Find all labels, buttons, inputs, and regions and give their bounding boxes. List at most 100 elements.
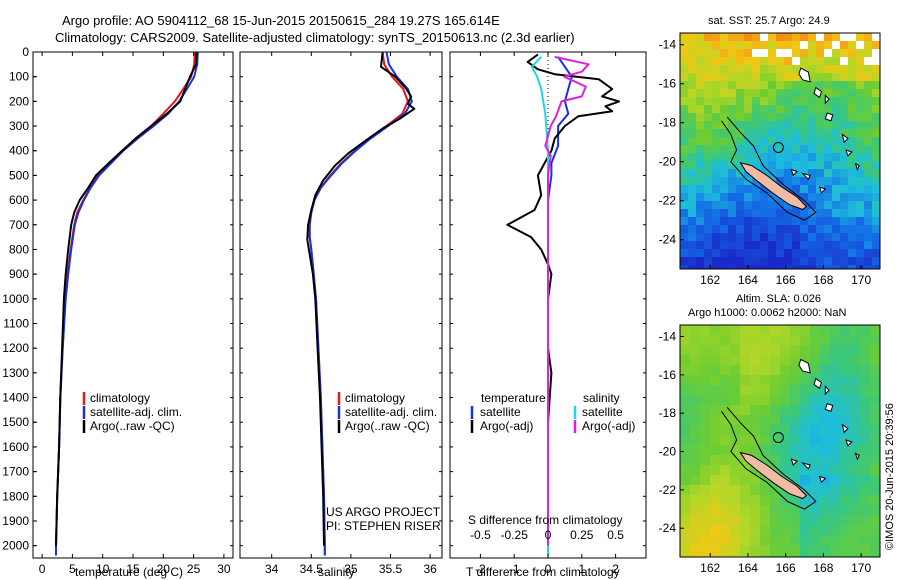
map-cell [752, 217, 761, 226]
map-cell [710, 445, 721, 456]
map-cell [680, 121, 689, 130]
map-cell [830, 495, 841, 506]
map-cell [710, 345, 721, 356]
map-cell [730, 465, 741, 476]
map-cell [872, 89, 880, 98]
map-cell [800, 209, 809, 218]
map-cell [704, 105, 713, 114]
s-difference-label: S difference from climatology [468, 513, 623, 527]
map-cell [840, 375, 851, 386]
map-cell [720, 355, 731, 366]
map-cell [712, 241, 721, 250]
map-cell [840, 525, 851, 536]
map-cell [680, 137, 689, 146]
map-x-tick-label: 162 [700, 273, 720, 287]
sla-map-title-line2: Argo h1000: 0.0062 h2000: NaN [688, 307, 846, 319]
map-cell [850, 535, 861, 546]
legend-label-t-argo: Argo(-adj) [480, 419, 533, 433]
reef-outline [721, 407, 817, 510]
map-cell [760, 525, 771, 536]
legend-label-s-satellite: satellite [582, 405, 623, 419]
map-cell [760, 33, 768, 41]
map-cell [848, 49, 857, 58]
map-cell [860, 425, 871, 436]
map-cell [830, 355, 841, 366]
map-cell [872, 185, 880, 194]
land-island [841, 423, 849, 434]
map-cell [752, 153, 761, 162]
map-cell [744, 97, 753, 106]
map-cell [810, 425, 821, 436]
map-cell [856, 89, 865, 98]
map-cell [712, 41, 721, 50]
map-cell [784, 89, 793, 98]
map-cell [680, 475, 691, 486]
map-cell [768, 169, 777, 178]
map-cell [800, 193, 809, 202]
map-cell [792, 249, 801, 258]
map-cell [800, 495, 811, 506]
map-cell [810, 325, 821, 336]
depth-tick-label: 700 [9, 218, 29, 232]
map-cell [792, 265, 801, 269]
map-cell [750, 475, 761, 486]
map-cell [736, 177, 745, 186]
map-cell [688, 137, 697, 146]
map-cell [700, 545, 711, 556]
x-tick-label: 0 [39, 562, 46, 576]
map-cell [768, 81, 777, 90]
map-cell [680, 225, 689, 234]
salinity-chart [306, 52, 416, 556]
map-cell [752, 193, 761, 202]
map-cell [840, 169, 849, 178]
map-cell [768, 145, 777, 154]
map-cell [760, 395, 771, 406]
map-cell [730, 405, 741, 416]
map-cell [820, 495, 831, 506]
map-cell [688, 233, 697, 242]
map-cell [840, 355, 851, 366]
map-cell [680, 241, 689, 250]
map-cell [736, 137, 745, 146]
map-cell [688, 161, 697, 170]
map-cell [776, 121, 785, 130]
map-cell [704, 185, 713, 194]
map-cell [768, 233, 777, 242]
map-cell [870, 515, 880, 526]
map-cell [730, 555, 741, 557]
map-cell [770, 405, 781, 416]
map-cell [680, 405, 691, 416]
depth-tick-label: 1500 [2, 415, 29, 429]
map-cell [760, 73, 769, 82]
map-cell [768, 161, 777, 170]
map-cell [856, 145, 865, 154]
map-cell [712, 145, 721, 154]
map-cell [790, 385, 801, 396]
map-cell [870, 385, 880, 396]
map-cell [720, 465, 731, 476]
map-cell [790, 515, 801, 526]
map-cell [808, 73, 817, 82]
map-cell [872, 169, 880, 178]
map-cell [848, 169, 857, 178]
map-cell [720, 495, 731, 506]
map-cell [736, 193, 745, 202]
map-cell [680, 113, 689, 122]
map-cell [720, 33, 729, 42]
map-cell [816, 137, 825, 146]
map-cell [710, 335, 721, 346]
map-cell [848, 153, 857, 162]
map-cell [680, 169, 689, 178]
map-cell [792, 81, 801, 90]
map-cell [728, 41, 737, 50]
map-cell [680, 161, 689, 170]
series-line-t-argo-adj- [506, 53, 620, 546]
map-cell [752, 161, 761, 170]
map-cell [730, 475, 741, 486]
map-cell [870, 355, 880, 366]
land-island [800, 172, 811, 181]
map-cell [730, 495, 741, 506]
map-cell [770, 375, 781, 386]
legend-title-salinity: salinity [583, 391, 620, 405]
map-cell [856, 97, 865, 106]
